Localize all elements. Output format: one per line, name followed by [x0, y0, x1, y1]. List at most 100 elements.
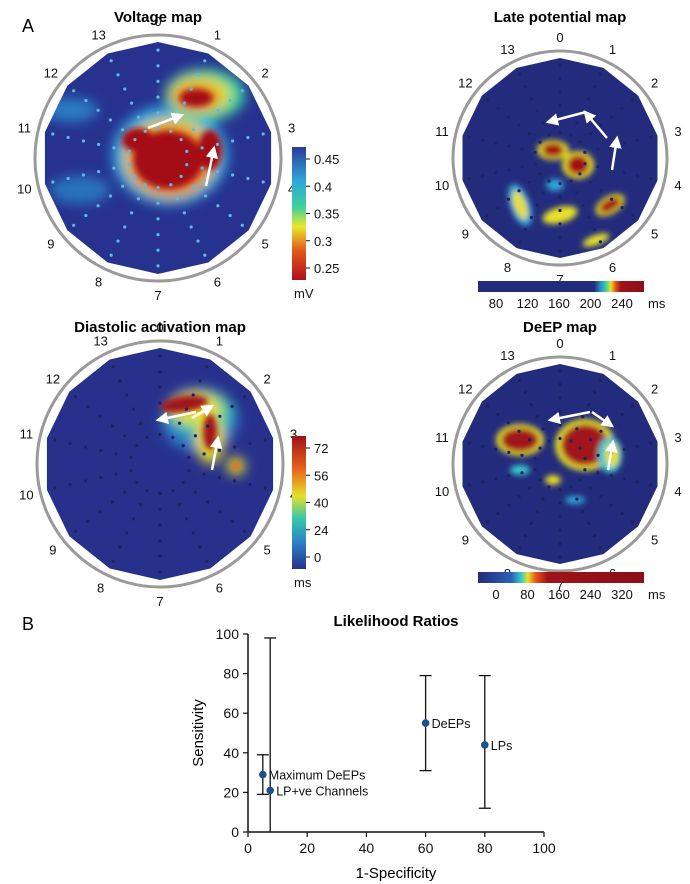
electrode-dot — [68, 441, 72, 446]
electrode-dot — [587, 96, 591, 101]
electrode-dot — [248, 441, 252, 446]
electrode-dot — [592, 390, 597, 394]
electrode-dot — [51, 180, 55, 184]
y-tick-label: 40 — [223, 745, 239, 761]
electrode-dot — [558, 369, 562, 373]
data-point-deeps: DeEPs — [419, 674, 471, 772]
colorbar: 80 120 160 200 240 ms — [478, 281, 666, 311]
electrode-dot — [558, 555, 562, 559]
activation-arrows — [545, 110, 622, 171]
electrode-dot — [620, 412, 624, 416]
map-title: Voltage map — [114, 9, 202, 26]
channel-label-0: 0 — [556, 30, 563, 45]
map-body — [462, 364, 658, 564]
electrode-dot — [121, 128, 125, 132]
electrode-dot — [527, 132, 532, 136]
channel-label-3: 3 — [288, 121, 295, 136]
colorbar-unit: ms — [648, 587, 666, 602]
catheter-ring — [451, 49, 669, 267]
channel-label-12: 12 — [46, 372, 60, 387]
electrode-dot — [578, 172, 582, 176]
electrode-dot — [72, 89, 76, 93]
electrode-dot — [610, 503, 614, 507]
electrode-dot — [598, 378, 603, 382]
electrode-dot — [135, 480, 139, 484]
channel-label-9: 9 — [462, 532, 469, 547]
channel-label-3: 3 — [674, 430, 681, 445]
electrode-dot — [538, 172, 542, 176]
electrode-dot — [575, 121, 579, 125]
electrode-dot — [517, 495, 521, 499]
electrode-dot — [598, 546, 603, 550]
electrode-dot — [494, 141, 498, 145]
electrode-dot — [533, 162, 537, 166]
likelihood-ratio-chart: Likelihood Ratios 0 20 40 60 80 100 0 20 40 60 80… — [190, 613, 556, 882]
colorbar-tick-label: 0 — [314, 550, 321, 565]
electrode-dot — [129, 469, 133, 473]
electrode-dot — [622, 171, 626, 175]
electrode-dot — [598, 240, 603, 244]
x-tick-label: 0 — [244, 840, 252, 856]
electrode-dot — [53, 438, 57, 442]
x-tick-label: 80 — [477, 840, 493, 856]
electrode-dot — [132, 517, 136, 521]
electrode-dot — [494, 477, 498, 481]
electrode-dot — [218, 510, 222, 514]
electrode-dot — [507, 168, 511, 172]
electrode-dot — [233, 479, 237, 483]
x-tick-label: 20 — [299, 840, 315, 856]
electrode-dot — [558, 423, 562, 427]
electrode-dot — [86, 519, 90, 524]
electrode-dot — [205, 365, 209, 369]
electrode-dot — [123, 225, 127, 229]
electrode-dot — [202, 472, 206, 476]
electrode-dot — [143, 129, 147, 133]
electrode-dot — [123, 87, 127, 91]
electrode-dot — [112, 166, 116, 170]
electrode-dot — [158, 554, 162, 558]
colorbar-gradient — [292, 436, 306, 569]
electrode-dot — [198, 545, 202, 549]
electrode-dots — [467, 63, 653, 253]
x-tick-label: 40 — [359, 840, 375, 856]
electrode-dot — [596, 165, 600, 169]
electrode-dot — [535, 109, 539, 113]
electrode-dot — [520, 453, 524, 457]
electrode-dot — [81, 173, 85, 177]
electrode-dot — [485, 214, 489, 218]
y-tick-label: 80 — [223, 666, 239, 682]
electrode-dot — [86, 404, 90, 409]
electrode-dot — [541, 191, 545, 195]
electrode-dot — [156, 186, 160, 190]
channel-label-10: 10 — [17, 182, 31, 197]
channel-label-7: 7 — [556, 578, 563, 593]
channel-label-11: 11 — [18, 121, 32, 136]
channel-label-8: 8 — [504, 260, 511, 275]
electrode-dot — [184, 407, 188, 411]
electrode-dot — [216, 204, 220, 208]
colorbar-tick-label: 56 — [314, 468, 328, 483]
channel-label-6: 6 — [216, 580, 223, 595]
electrode-dot — [496, 206, 500, 210]
electrode-dot — [156, 264, 160, 268]
electrode-dot — [649, 177, 653, 181]
electrode-dot — [558, 436, 562, 441]
electrode-dot — [196, 239, 200, 243]
electrode-dot — [179, 174, 183, 178]
y-tick-label: 20 — [223, 784, 239, 800]
electrode-dot — [158, 523, 162, 527]
electrode-dot — [575, 497, 579, 501]
electrode-dot — [182, 101, 186, 105]
electrode-dot — [520, 147, 524, 151]
electrode-dot — [111, 559, 115, 563]
electrode-dot — [156, 64, 160, 68]
electrode-dot — [583, 468, 587, 472]
point-label: LP+ve Channels — [276, 784, 368, 798]
electrode-dot — [569, 179, 573, 183]
electrode-dot — [231, 173, 235, 177]
colorbar-tick-label: 200 — [580, 296, 602, 311]
colorbar-tick-label: 0.45 — [314, 152, 339, 167]
electrode-dot — [263, 486, 267, 490]
electrode-dot — [558, 103, 562, 108]
electrode-dot — [171, 435, 175, 439]
